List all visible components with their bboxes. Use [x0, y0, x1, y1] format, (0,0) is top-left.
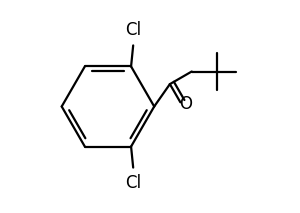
Text: Cl: Cl: [125, 21, 141, 39]
Text: Cl: Cl: [125, 174, 141, 192]
Text: O: O: [179, 95, 192, 113]
